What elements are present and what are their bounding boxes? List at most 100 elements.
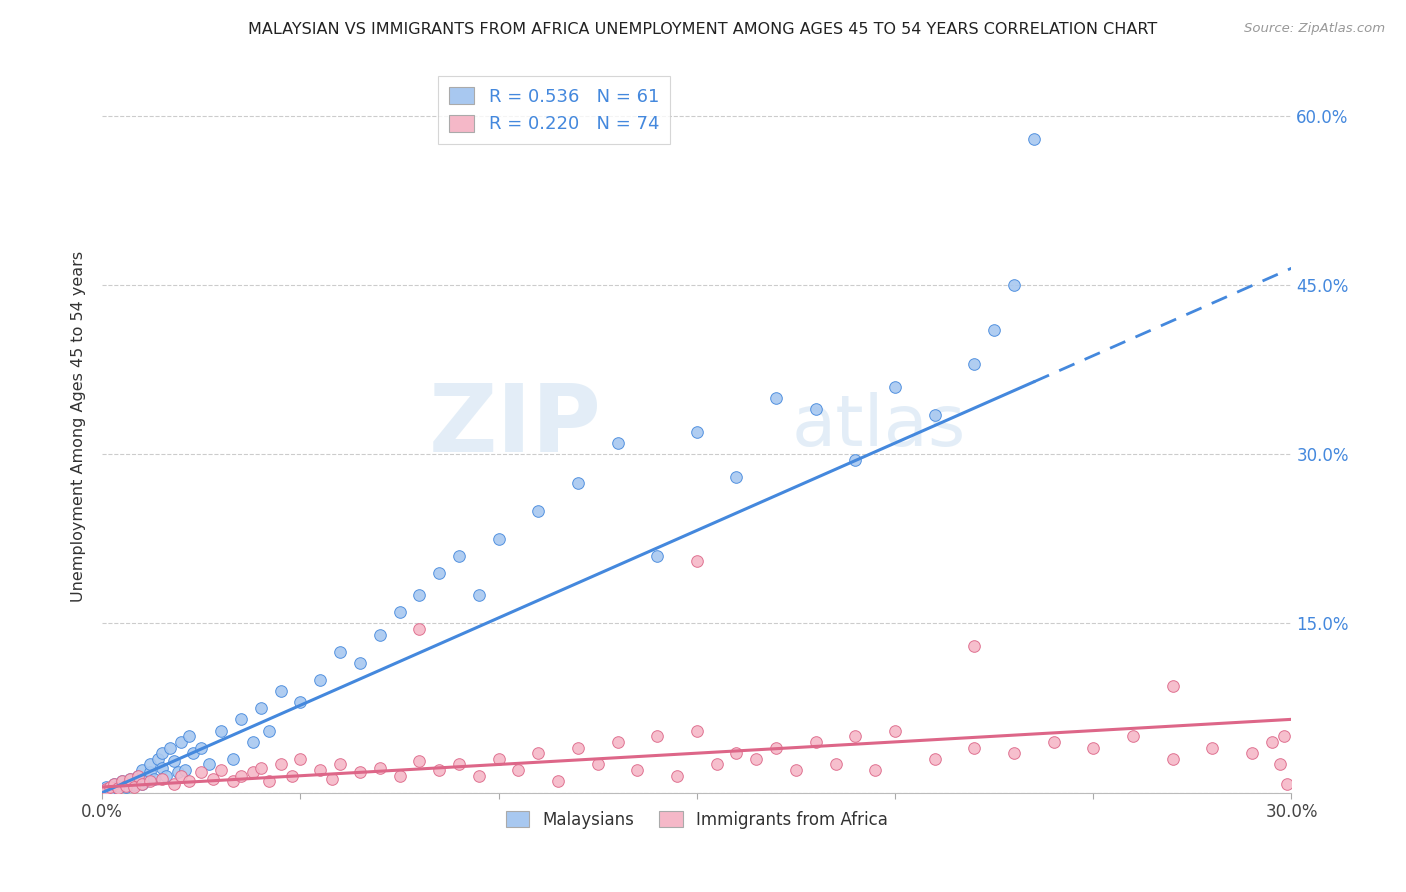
Point bbox=[388, 605, 411, 619]
Point bbox=[170, 769, 193, 783]
Point bbox=[844, 729, 866, 743]
Point bbox=[107, 781, 129, 796]
Point bbox=[1002, 746, 1025, 760]
Legend: Malaysians, Immigrants from Africa: Malaysians, Immigrants from Africa bbox=[499, 805, 894, 836]
Point bbox=[179, 729, 201, 743]
Point bbox=[127, 769, 149, 783]
Point bbox=[447, 757, 470, 772]
Point bbox=[1122, 729, 1144, 743]
Point bbox=[139, 765, 162, 780]
Point bbox=[131, 763, 153, 777]
Point bbox=[963, 639, 986, 653]
Point bbox=[427, 566, 450, 580]
Point bbox=[388, 769, 411, 783]
Point bbox=[127, 769, 149, 783]
Point bbox=[162, 777, 184, 791]
Point bbox=[166, 765, 188, 780]
Point bbox=[804, 735, 827, 749]
Point bbox=[202, 772, 225, 786]
Point bbox=[884, 723, 907, 738]
Point bbox=[626, 763, 648, 777]
Point bbox=[142, 772, 165, 786]
Point bbox=[150, 746, 173, 760]
Y-axis label: Unemployment Among Ages 45 to 54 years: Unemployment Among Ages 45 to 54 years bbox=[72, 251, 86, 602]
Point bbox=[745, 752, 768, 766]
Point bbox=[209, 763, 232, 777]
Point bbox=[229, 712, 252, 726]
Point bbox=[96, 780, 118, 794]
Point bbox=[229, 769, 252, 783]
Point bbox=[1272, 729, 1295, 743]
Point bbox=[408, 622, 430, 636]
Point bbox=[567, 740, 589, 755]
Point bbox=[96, 782, 118, 797]
Point bbox=[242, 765, 264, 780]
Point bbox=[1042, 735, 1064, 749]
Point bbox=[115, 780, 138, 794]
Point bbox=[122, 778, 145, 792]
Point bbox=[1161, 752, 1184, 766]
Point bbox=[427, 763, 450, 777]
Point bbox=[222, 774, 245, 789]
Point bbox=[349, 765, 371, 780]
Point bbox=[527, 746, 550, 760]
Point bbox=[98, 782, 121, 797]
Point bbox=[270, 684, 292, 698]
Text: MALAYSIAN VS IMMIGRANTS FROM AFRICA UNEMPLOYMENT AMONG AGES 45 TO 54 YEARS CORRE: MALAYSIAN VS IMMIGRANTS FROM AFRICA UNEM… bbox=[249, 22, 1157, 37]
Point bbox=[686, 723, 709, 738]
Point bbox=[155, 769, 177, 783]
Point bbox=[1022, 131, 1045, 145]
Point bbox=[567, 475, 589, 490]
Point bbox=[103, 777, 125, 791]
Point bbox=[924, 408, 946, 422]
Point bbox=[170, 735, 193, 749]
Point bbox=[190, 740, 212, 755]
Point bbox=[863, 763, 886, 777]
Point bbox=[488, 752, 510, 766]
Point bbox=[1083, 740, 1105, 755]
Point bbox=[686, 554, 709, 568]
Point bbox=[257, 774, 280, 789]
Point bbox=[804, 402, 827, 417]
Point bbox=[150, 772, 173, 786]
Point bbox=[468, 769, 491, 783]
Point bbox=[666, 769, 689, 783]
Point bbox=[527, 504, 550, 518]
Point bbox=[645, 729, 668, 743]
Point bbox=[1260, 735, 1282, 749]
Point bbox=[270, 757, 292, 772]
Point bbox=[131, 777, 153, 791]
Point bbox=[179, 774, 201, 789]
Point bbox=[222, 752, 245, 766]
Point bbox=[963, 357, 986, 371]
Point bbox=[107, 779, 129, 793]
Point bbox=[1002, 278, 1025, 293]
Point bbox=[290, 752, 312, 766]
Point bbox=[963, 740, 986, 755]
Point bbox=[131, 777, 153, 791]
Text: Source: ZipAtlas.com: Source: ZipAtlas.com bbox=[1244, 22, 1385, 36]
Point bbox=[884, 379, 907, 393]
Point bbox=[725, 746, 748, 760]
Point bbox=[785, 763, 807, 777]
Point bbox=[1277, 777, 1299, 791]
Point bbox=[162, 754, 184, 768]
Point bbox=[209, 723, 232, 738]
Point bbox=[190, 765, 212, 780]
Point bbox=[139, 757, 162, 772]
Point bbox=[174, 763, 197, 777]
Point bbox=[686, 425, 709, 439]
Point bbox=[118, 772, 141, 786]
Point bbox=[408, 754, 430, 768]
Point bbox=[198, 757, 221, 772]
Point bbox=[135, 774, 157, 789]
Point bbox=[408, 588, 430, 602]
Point bbox=[547, 774, 569, 789]
Text: ZIP: ZIP bbox=[429, 380, 602, 472]
Point bbox=[281, 769, 304, 783]
Point bbox=[844, 453, 866, 467]
Point bbox=[115, 779, 138, 793]
Point bbox=[924, 752, 946, 766]
Point bbox=[586, 757, 609, 772]
Point bbox=[349, 656, 371, 670]
